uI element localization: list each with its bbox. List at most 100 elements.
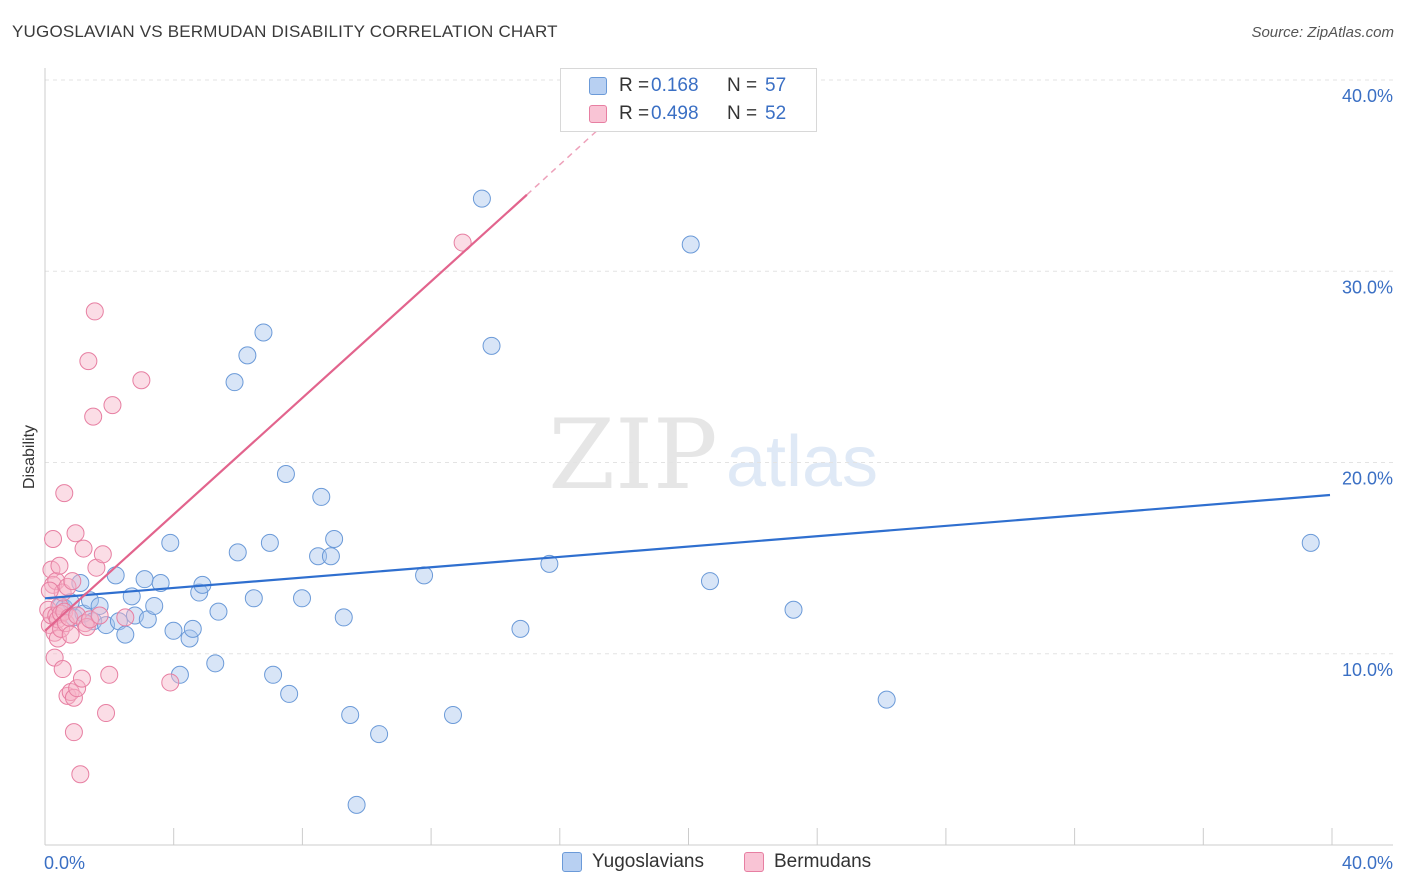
point-yugoslavians [321,547,340,566]
point-bermudans [44,530,63,548]
point-bermudans [84,407,103,426]
point-bermudans [85,302,104,321]
point-yugoslavians [170,665,189,684]
stats-legend-row-yugoslavians: R = 0.168 N = 57 [561,73,786,99]
point-yugoslavians [106,566,125,585]
legend-n-label: N = [727,103,758,124]
point-yugoslavians [151,573,170,592]
y-tick-label: 20.0% [1342,469,1393,489]
point-bermudans [61,625,80,644]
point-yugoslavians [183,619,202,638]
point-yugoslavians [209,602,228,621]
point-yugoslavians [309,547,328,566]
point-yugoslavians [443,705,462,724]
point-bermudans [71,765,90,784]
legend-r-label: R = [619,75,650,96]
point-bermudans [53,660,72,679]
point-yugoslavians [254,323,273,342]
legend-n-value: 57 [765,75,787,96]
series-bermudans-points [39,233,472,784]
point-bermudans [72,669,91,688]
y-tick-label: 30.0% [1342,277,1393,297]
point-yugoslavians [700,572,719,591]
legend-r-value: 0.498 [651,103,699,124]
x-tick-marks [173,828,1333,845]
y-tick-label: 10.0% [1342,660,1393,680]
point-bermudans [74,539,93,558]
point-yugoslavians [228,543,247,562]
point-yugoslavians [784,600,803,619]
series-legend: Yugoslavians Bermudans [0,851,1406,877]
legend-r-value: 0.168 [651,75,699,96]
point-bermudans [103,396,122,415]
x-tick-label-min: 0.0% [44,853,85,873]
point-bermudans [90,606,109,625]
point-yugoslavians [161,533,180,552]
point-yugoslavians [293,589,311,608]
point-bermudans [64,688,83,707]
x-tick-label-max: 40.0% [1342,853,1393,873]
point-bermudans [93,545,112,564]
legend-r-label: R = [619,103,650,124]
point-yugoslavians [264,665,283,684]
point-bermudans [132,371,151,390]
point-bermudans [68,679,87,698]
point-yugoslavians [325,530,344,548]
point-yugoslavians [206,654,225,673]
point-yugoslavians [482,336,501,355]
point-yugoslavians [90,596,109,615]
stats-legend-row-bermudans: R = 0.498 N = 52 [561,101,786,127]
point-bermudans [80,610,99,629]
point-yugoslavians [225,373,244,392]
y-tick-label: 40.0% [1342,86,1393,106]
legend-swatch-pink [744,852,764,872]
point-yugoslavians [877,690,896,709]
point-bermudans [116,608,135,627]
point-yugoslavians [347,795,366,814]
point-yugoslavians [334,608,353,627]
point-bermudans [100,665,119,684]
point-yugoslavians [280,684,299,703]
point-yugoslavians [370,725,389,744]
legend-n-value: 52 [765,103,787,124]
legend-label-bermudans: Bermudans [774,851,872,872]
point-yugoslavians [540,554,559,573]
y-tick-labels: 10.0% 20.0% 30.0% 40.0% [1342,86,1393,680]
point-bermudans [79,352,98,371]
legend-label-yugoslavians: Yugoslavians [592,851,704,872]
point-yugoslavians [145,596,164,615]
stats-legend: R = 0.168 N = 57 R = 0.498 N = 52 [560,68,817,132]
point-yugoslavians [312,487,331,506]
trend-line-yugoslavians [44,493,1331,600]
gridlines [45,79,1393,655]
legend-item-bermudans[interactable]: Bermudans [744,851,871,873]
point-bermudans [161,673,180,692]
watermark-zip: ZIP [548,399,717,511]
point-yugoslavians [260,533,279,552]
point-yugoslavians [116,625,135,644]
point-yugoslavians [681,235,700,254]
point-bermudans [66,524,85,543]
point-yugoslavians [135,570,154,589]
point-bermudans [64,723,83,742]
legend-swatch-blue [562,852,582,872]
point-yugoslavians [180,629,199,648]
point-bermudans [97,704,116,723]
legend-swatch-blue [589,77,607,95]
y-axis-label: Disability [21,425,38,489]
legend-swatch-pink [589,105,607,123]
point-bermudans [50,556,69,575]
point-yugoslavians [472,189,491,208]
point-bermudans [40,581,59,600]
point-yugoslavians [164,621,183,640]
legend-n-label: N = [727,75,758,96]
point-yugoslavians [244,589,263,608]
legend-item-yugoslavians[interactable]: Yugoslavians [562,851,704,873]
point-yugoslavians [1301,533,1320,552]
point-yugoslavians [511,619,530,638]
chart-title: YUGOSLAVIAN VS BERMUDAN DISABILITY CORRE… [12,22,558,41]
point-yugoslavians [238,346,257,365]
point-bermudans [58,577,77,596]
point-bermudans [47,572,66,591]
